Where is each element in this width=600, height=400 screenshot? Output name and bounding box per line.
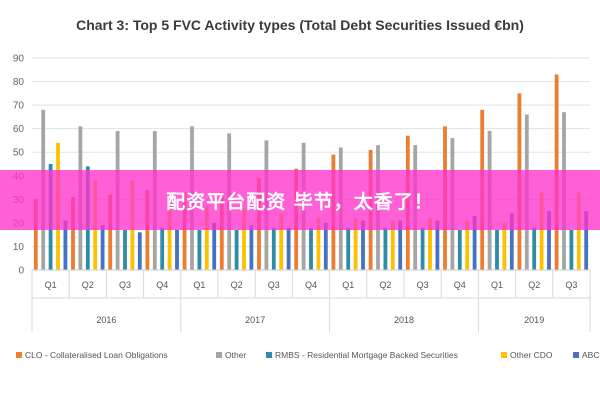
bar bbox=[346, 227, 351, 270]
bar bbox=[219, 192, 224, 270]
legend-swatch bbox=[573, 352, 579, 358]
bar bbox=[316, 218, 321, 270]
y-tick-label: 70 bbox=[13, 101, 25, 112]
bar bbox=[242, 208, 246, 270]
bar bbox=[249, 225, 254, 270]
x-tick-label: Q4 bbox=[305, 280, 317, 290]
bar bbox=[108, 194, 113, 270]
promo-banner[interactable]: 配资平台配资 毕节，太香了！ bbox=[0, 170, 600, 230]
bar bbox=[212, 222, 217, 270]
bar bbox=[539, 192, 544, 270]
bar bbox=[547, 211, 551, 270]
bar bbox=[182, 192, 187, 270]
x-tick-label: Q1 bbox=[193, 280, 205, 290]
bar bbox=[71, 196, 75, 270]
y-tick-label: 0 bbox=[18, 266, 24, 277]
x-tick-label: Q1 bbox=[342, 280, 354, 290]
x-tick-label: Q4 bbox=[156, 280, 168, 290]
bar bbox=[576, 192, 581, 270]
x-tick-label: Q1 bbox=[491, 280, 503, 290]
x-group-label: 2017 bbox=[245, 315, 265, 325]
bar bbox=[398, 220, 403, 270]
bar bbox=[309, 227, 313, 270]
bar bbox=[420, 227, 425, 270]
bar bbox=[569, 229, 574, 270]
legend-swatch bbox=[216, 352, 222, 358]
bar bbox=[160, 227, 165, 270]
x-group-label: 2018 bbox=[394, 315, 414, 325]
legend-item: Other CDO bbox=[510, 350, 553, 360]
y-tick-label: 60 bbox=[13, 124, 25, 135]
bar bbox=[361, 220, 365, 270]
promo-banner-text: 配资平台配资 毕节，太香了！ bbox=[166, 190, 434, 213]
bar bbox=[390, 220, 395, 270]
x-group-label: 2016 bbox=[96, 315, 116, 325]
bar bbox=[137, 232, 142, 270]
y-tick-label: 10 bbox=[13, 242, 25, 253]
legend: CLO - Collateralised Loan Obligations Oth… bbox=[16, 350, 600, 360]
bar bbox=[123, 229, 127, 270]
bar bbox=[204, 206, 209, 270]
legend-item: ABCP bbox=[582, 350, 600, 360]
legend-item: Other bbox=[225, 350, 246, 360]
x-tick-label: Q3 bbox=[417, 280, 429, 290]
bar bbox=[457, 229, 462, 270]
bar bbox=[175, 229, 179, 270]
x-tick-label: Q3 bbox=[119, 280, 131, 290]
x-tick-label: Q4 bbox=[454, 280, 466, 290]
bar bbox=[509, 213, 514, 270]
y-tick-label: 90 bbox=[13, 54, 25, 65]
x-tick-label: Q2 bbox=[379, 280, 391, 290]
bar bbox=[63, 220, 68, 270]
y-tick-label: 50 bbox=[13, 148, 25, 159]
legend-item: RMBS - Residential Mortgage Backed Secur… bbox=[275, 350, 458, 360]
bar bbox=[435, 220, 440, 270]
bar bbox=[472, 215, 477, 270]
bar bbox=[465, 220, 470, 270]
x-tick-label: Q2 bbox=[82, 280, 94, 290]
bar bbox=[197, 229, 202, 270]
bar bbox=[286, 227, 291, 270]
y-tick-label: 80 bbox=[13, 77, 25, 88]
chart-title: Chart 3: Top 5 FVC Activity types (Total… bbox=[76, 17, 524, 33]
x-tick-label: Q2 bbox=[528, 280, 540, 290]
legend-item: CLO - Collateralised Loan Obligations bbox=[25, 350, 168, 360]
x-tick-label: Q2 bbox=[231, 280, 243, 290]
bar bbox=[383, 227, 388, 270]
bar bbox=[532, 227, 537, 270]
x-tick-label: Q3 bbox=[268, 280, 280, 290]
bar bbox=[234, 229, 239, 270]
x-tick-label: Q1 bbox=[45, 280, 57, 290]
bar bbox=[428, 218, 432, 270]
bar bbox=[495, 229, 499, 270]
bar bbox=[100, 225, 105, 270]
bar bbox=[279, 213, 284, 270]
bar bbox=[502, 222, 507, 270]
bar bbox=[271, 227, 276, 270]
bar bbox=[323, 222, 328, 270]
legend-swatch bbox=[266, 352, 272, 358]
legend-swatch bbox=[501, 352, 507, 358]
bar bbox=[584, 211, 589, 270]
y-axis: 0102030405060708090 bbox=[13, 54, 25, 277]
x-group-label: 2019 bbox=[524, 315, 544, 325]
bar bbox=[167, 199, 172, 270]
bar bbox=[353, 218, 358, 270]
legend-swatch bbox=[16, 352, 22, 358]
x-axis: Q1 Q2 Q3 Q4 Q1 Q2 Q3 Q4 Q1 Q2 Q3 Q4 Q1 Q2 Q3 2016 2017 20… bbox=[31, 269, 591, 332]
bar bbox=[33, 199, 38, 270]
x-tick-label: Q3 bbox=[565, 280, 577, 290]
